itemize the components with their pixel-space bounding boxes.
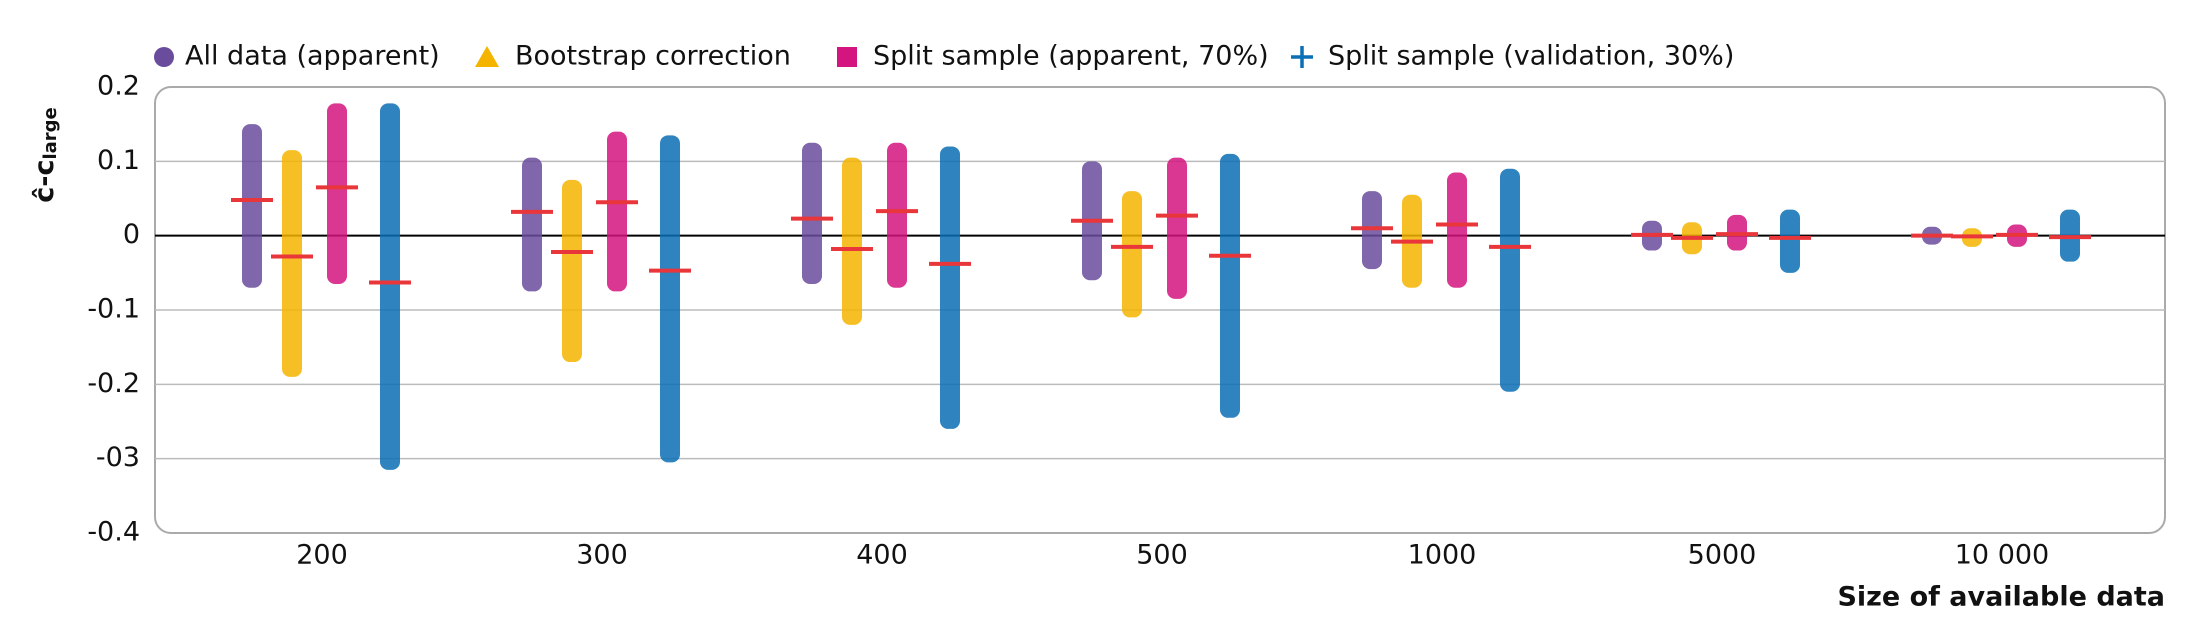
legend-label: Split sample (apparent, 70%) — [873, 41, 1269, 72]
y-label-main: ĉ-c — [29, 160, 60, 203]
strip-range — [1447, 172, 1467, 288]
strip-range — [1500, 168, 1520, 392]
legend-label: Bootstrap correction — [515, 41, 791, 72]
x-tick-label: 500 — [1136, 540, 1188, 571]
strip-range — [380, 103, 400, 470]
legend-marker — [837, 47, 857, 67]
strip-range — [802, 142, 822, 284]
y-label-sub: large — [40, 107, 61, 159]
strip-range — [607, 131, 627, 292]
strip-range — [522, 157, 542, 292]
y-tick-label: -0.4 — [87, 517, 140, 548]
y-tick-label: -03 — [96, 442, 140, 473]
strip-range — [1167, 157, 1187, 299]
x-axis-label: Size of available data — [1837, 582, 2165, 613]
strip-range — [1122, 191, 1142, 318]
strip-range — [562, 179, 582, 363]
strip-range — [282, 150, 302, 377]
y-tick-label: 0.1 — [97, 145, 140, 176]
y-axis-label: ĉ-clarge — [29, 107, 62, 203]
legend-marker — [1291, 46, 1313, 68]
strip-range — [660, 135, 680, 463]
y-tick-label: -0.2 — [87, 368, 140, 399]
x-tick-label: 300 — [576, 540, 628, 571]
y-tick-label: 0.2 — [97, 71, 140, 102]
strip-range — [242, 124, 262, 288]
legend-label: Split sample (validation, 30%) — [1328, 41, 1734, 72]
x-tick-label: 200 — [296, 540, 348, 571]
y-tick-label: 0 — [123, 219, 140, 250]
strip-range — [1220, 153, 1240, 418]
x-tick-label: 1000 — [1408, 540, 1477, 571]
y-tick-label: -0.1 — [87, 294, 140, 325]
strip-range — [842, 157, 862, 325]
strip-range — [327, 103, 347, 284]
legend-marker — [154, 47, 174, 67]
strip-range — [940, 146, 960, 429]
strip-range — [887, 142, 907, 288]
strip-range — [1780, 209, 1800, 273]
legend-marker — [475, 46, 499, 67]
x-tick-label: 400 — [856, 540, 908, 571]
legend-label: All data (apparent) — [185, 41, 440, 72]
x-tick-label: 10 000 — [1955, 540, 2049, 571]
x-tick-label: 5000 — [1688, 540, 1757, 571]
